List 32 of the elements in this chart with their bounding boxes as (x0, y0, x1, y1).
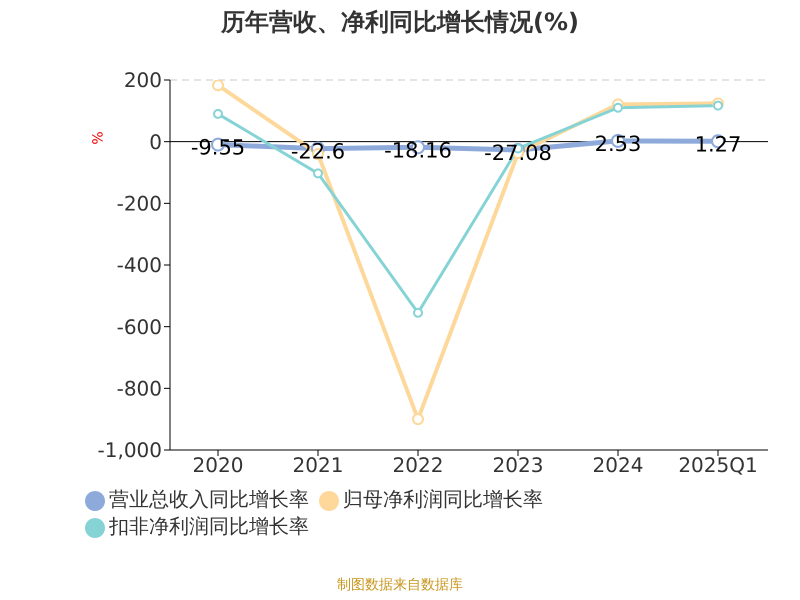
point (313, 168, 323, 178)
legend-label: 扣非净利润同比增长率 (109, 514, 309, 538)
text: 制图数据来自数据库 (336, 576, 464, 594)
point (213, 108, 223, 119)
y-tick-label: -1,000 (98, 438, 162, 462)
point (413, 308, 423, 318)
data-label: 1.27 (694, 132, 742, 156)
y-tick-label: 0 (149, 130, 162, 154)
point (613, 102, 623, 113)
data-label: -27.08 (484, 141, 552, 166)
data-label: -22.6 (290, 140, 346, 164)
point (412, 413, 424, 426)
legend-label: 营业总收入同比增长率 (109, 487, 309, 511)
y-tick-label: 200 (124, 68, 162, 92)
x-tick-label: 2024 (592, 453, 644, 478)
x-tick-label: 2025Q1 (678, 453, 758, 478)
x-tick-label: 2023 (492, 453, 544, 478)
chart-title: 历年营收、净利同比增长情况(%) (220, 7, 580, 38)
y-tick-label: -400 (116, 253, 162, 278)
data-label: -9.55 (190, 136, 246, 160)
point (713, 100, 723, 111)
x-tick-label: 2022 (392, 453, 444, 478)
y-axis-title: % (90, 131, 107, 145)
point (212, 80, 224, 92)
x-tick-label: 2021 (292, 453, 344, 478)
y-tick-label: -600 (116, 314, 162, 339)
x-tick-label: 2020 (192, 453, 244, 478)
y-tick-label: -200 (116, 191, 162, 216)
legend-label: 归母净利润同比增长率 (343, 487, 543, 511)
data-label: 2.53 (594, 132, 642, 156)
data-label: -18.16 (384, 138, 452, 162)
y-tick-label: -800 (116, 376, 162, 400)
